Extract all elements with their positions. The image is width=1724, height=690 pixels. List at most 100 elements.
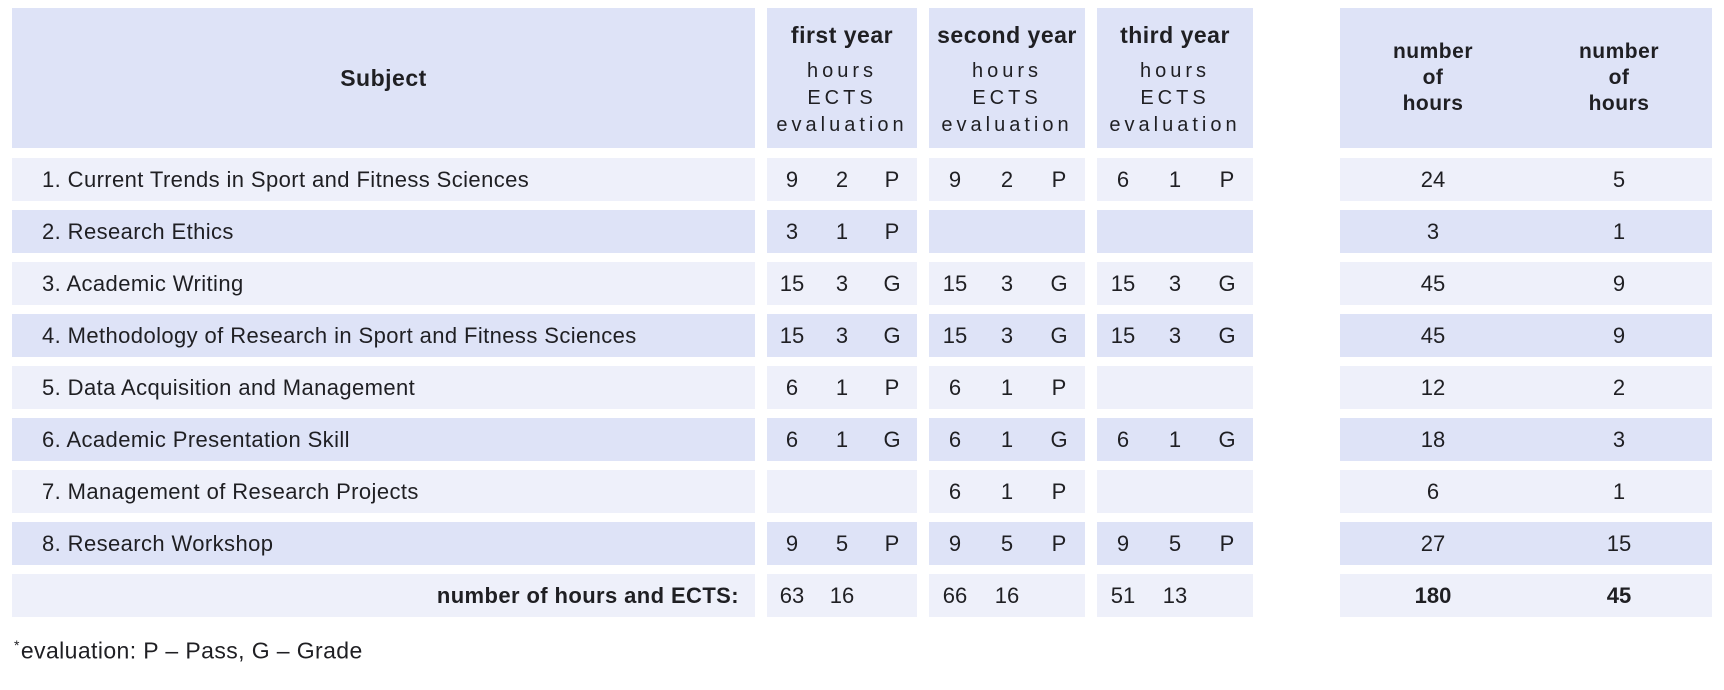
third-year-cell: 6 1 G <box>1097 418 1253 461</box>
evaluation-value: P <box>1051 166 1067 192</box>
total-hours-value: 6 <box>1426 478 1440 504</box>
total-ects-value: 1 <box>1612 478 1626 504</box>
totals-column-header: number of hours number of hours <box>1340 8 1712 148</box>
ects-value: 1 <box>835 426 849 452</box>
table-row: 5. Data Acquisition and Management 6 1 P… <box>12 366 1712 409</box>
ects-total: 16 <box>829 582 855 608</box>
hours-value: 3 <box>785 218 799 244</box>
first-year-subheader-evaluation: evaluation <box>776 114 908 136</box>
table-row: 4. Methodology of Research in Sport and … <box>12 314 1712 357</box>
evaluation-value: G <box>1218 270 1236 296</box>
evaluation-value: P <box>884 166 900 192</box>
second-year-cell: 6 1 P <box>929 470 1085 513</box>
third-year-cell: 9 5 P <box>1097 522 1253 565</box>
grand-total-hours: 180 <box>1414 582 1452 608</box>
hours-total: 51 <box>1110 582 1136 608</box>
table-row: 1. Current Trends in Sport and Fitness S… <box>12 158 1712 201</box>
ects-value: 1 <box>1000 426 1014 452</box>
total-ects-value: 2 <box>1612 374 1626 400</box>
evaluation-value: P <box>884 218 900 244</box>
row-totals-cell: 6 1 <box>1340 470 1712 513</box>
totals-header-2-line: hours <box>1588 92 1650 115</box>
hours-value: 6 <box>785 426 799 452</box>
third-year-cell: 15 3 G <box>1097 262 1253 305</box>
ects-value: 5 <box>1000 530 1014 556</box>
first-year-subheader-ects: ECTS <box>807 87 877 109</box>
number-of-hours-header-2: number of hours <box>1579 39 1659 117</box>
ects-value: 1 <box>1000 478 1014 504</box>
table-header-row: Subject first year hours ECTS evaluation… <box>12 8 1712 148</box>
hours-value: 6 <box>1116 166 1130 192</box>
subject-column-header: Subject <box>12 8 755 148</box>
first-year-cell <box>767 470 917 513</box>
third-year-cell <box>1097 210 1253 253</box>
table-row: 3. Academic Writing 15 3 G 15 3 G 15 3 G… <box>12 262 1712 305</box>
ects-value: 1 <box>1000 374 1014 400</box>
evaluation-value: P <box>1051 374 1067 400</box>
second-year-cell: 6 1 G <box>929 418 1085 461</box>
first-year-title: first year <box>790 22 894 48</box>
evaluation-value: G <box>1218 322 1236 348</box>
row-totals-cell: 24 5 <box>1340 158 1712 201</box>
hours-value: 9 <box>785 530 799 556</box>
evaluation-value: P <box>884 374 900 400</box>
third-year-totals-cell: 51 13 <box>1097 574 1253 617</box>
first-year-cell: 9 5 P <box>767 522 917 565</box>
total-hours-value: 24 <box>1420 166 1446 192</box>
total-hours-value: 45 <box>1420 270 1446 296</box>
ects-total: 13 <box>1162 582 1188 608</box>
second-year-cell: 9 2 P <box>929 158 1085 201</box>
total-ects-value: 9 <box>1612 270 1626 296</box>
evaluation-value: P <box>1219 530 1235 556</box>
second-year-cell: 6 1 P <box>929 366 1085 409</box>
hours-total: 63 <box>779 582 805 608</box>
subject-cell: 3. Academic Writing <box>12 262 755 305</box>
evaluation-value: G <box>1050 270 1068 296</box>
footnote-text: evaluation: P – Pass, G – Grade <box>20 637 363 664</box>
evaluation-footnote: *evaluation: P – Pass, G – Grade <box>14 637 1724 665</box>
ects-value: 1 <box>1168 166 1182 192</box>
table-row: 7. Management of Research Projects 6 1 P… <box>12 470 1712 513</box>
ects-value: 2 <box>1000 166 1014 192</box>
evaluation-value: G <box>883 426 901 452</box>
row-totals-cell: 27 15 <box>1340 522 1712 565</box>
subject-cell: 5. Data Acquisition and Management <box>12 366 755 409</box>
hours-value: 9 <box>948 530 962 556</box>
hours-value: 6 <box>948 374 962 400</box>
total-hours-value: 18 <box>1420 426 1446 452</box>
ects-value: 2 <box>835 166 849 192</box>
hours-value: 6 <box>1116 426 1130 452</box>
first-year-cell: 3 1 P <box>767 210 917 253</box>
second-year-cell <box>929 210 1085 253</box>
total-ects-value: 1 <box>1612 218 1626 244</box>
evaluation-value: G <box>1218 426 1236 452</box>
evaluation-value: G <box>1050 426 1068 452</box>
second-year-cell: 15 3 G <box>929 314 1085 357</box>
subject-cell: 2. Research Ethics <box>12 210 755 253</box>
row-totals-cell: 45 9 <box>1340 314 1712 357</box>
number-of-hours-header-1: number of hours <box>1393 39 1473 117</box>
hours-value: 15 <box>1110 270 1136 296</box>
total-hours-value: 45 <box>1420 322 1446 348</box>
second-year-subheader-evaluation: evaluation <box>941 114 1073 136</box>
table-row: 2. Research Ethics 3 1 P 3 1 <box>12 210 1712 253</box>
totals-header-2-line: number <box>1578 40 1659 63</box>
second-year-cell: 9 5 P <box>929 522 1085 565</box>
hours-value: 6 <box>948 478 962 504</box>
total-hours-value: 12 <box>1420 374 1446 400</box>
ects-value: 1 <box>1168 426 1182 452</box>
ects-value: 5 <box>1168 530 1182 556</box>
hours-value: 9 <box>785 166 799 192</box>
subject-cell: 7. Management of Research Projects <box>12 470 755 513</box>
ects-value: 3 <box>1168 322 1182 348</box>
ects-value: 3 <box>835 270 849 296</box>
table-totals-row: number of hours and ECTS: 63 16 66 16 51… <box>12 574 1712 617</box>
second-year-subheader-hours: hours <box>971 60 1043 82</box>
total-ects-value: 15 <box>1606 530 1632 556</box>
hours-value: 15 <box>779 322 805 348</box>
hours-value: 6 <box>785 374 799 400</box>
total-ects-value: 9 <box>1612 322 1626 348</box>
first-year-cell: 9 2 P <box>767 158 917 201</box>
totals-header-2-line: of <box>1608 66 1630 89</box>
total-ects-value: 3 <box>1612 426 1626 452</box>
